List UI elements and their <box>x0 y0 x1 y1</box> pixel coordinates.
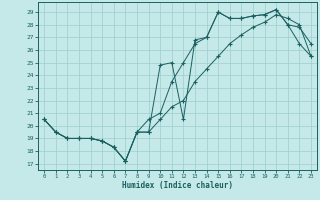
X-axis label: Humidex (Indice chaleur): Humidex (Indice chaleur) <box>122 181 233 190</box>
